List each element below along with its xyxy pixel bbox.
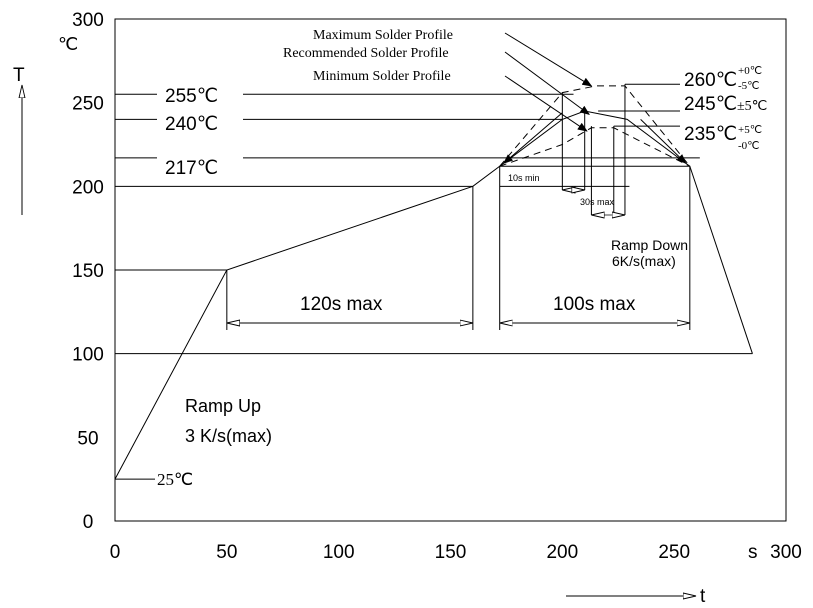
x-tick-label: 150 [435, 542, 467, 563]
x-tick-label: 200 [546, 542, 578, 563]
y-tick-label: 100 [72, 345, 104, 366]
peak-label-260: 260℃ [684, 70, 737, 91]
x-tick-label: 300 [770, 542, 802, 563]
legend-recommended: Recommended Solder Profile [283, 46, 449, 61]
peak-tol-235-bottom: -0℃ [738, 140, 760, 152]
legend-leader-min [504, 75, 588, 132]
interval-label-100s: 100s max [553, 294, 636, 315]
interval-label-30s: 30s max [580, 197, 615, 207]
convergence-arrow-right [640, 119, 687, 164]
y-tick-label: 150 [72, 261, 104, 282]
peak-label-245: 245℃ [684, 94, 737, 115]
level-label-25: 25℃ [157, 470, 193, 489]
peak-tol-245: ±5℃ [737, 99, 767, 114]
tick-labels: 0 50 100 150 200 250 300 0 50 100 150 200 250 300 [72, 10, 802, 563]
y-tick-label: 200 [72, 177, 104, 198]
level-label-240: 240℃ [165, 114, 218, 135]
profile-layer [114, 85, 753, 480]
x-tick-label: 50 [216, 542, 237, 563]
ramp-down-rate: 6K/s(max) [612, 253, 676, 269]
peak-tol-260-bottom: -5℃ [738, 80, 760, 92]
legend-leader-rec [504, 51, 590, 115]
y-axis-title: T [13, 65, 25, 86]
y-axis-unit: ℃ [58, 34, 78, 54]
guide-lines [115, 83, 753, 480]
peak-tol-260-top: +0℃ [738, 65, 762, 77]
x-tick-label: 250 [658, 542, 690, 563]
ramp-up-label: Ramp Up [185, 396, 261, 416]
ramp-down-label: Ramp Down [611, 237, 688, 253]
x-tick-label: 0 [110, 542, 121, 563]
peak-label-235: 235℃ [684, 124, 737, 145]
legend-leader-max [504, 32, 593, 87]
y-tick-label: 50 [77, 428, 98, 449]
interval-label-120s: 120s max [300, 294, 383, 315]
solder-profile-line [499, 85, 691, 167]
legend-maximum: Maximum Solder Profile [313, 28, 453, 43]
level-label-255: 255℃ [165, 86, 218, 107]
solder-profile-line [499, 127, 691, 167]
main-profile-line [114, 165, 753, 480]
x-axis-title: t [700, 586, 706, 607]
interval-label-10s: 10s min [508, 173, 540, 183]
ramp-up-rate: 3 K/s(max) [185, 426, 272, 446]
x-tick-label: 100 [323, 542, 355, 563]
y-tick-label: 250 [72, 94, 104, 115]
y-tick-label: 0 [83, 512, 94, 533]
y-tick-label: 300 [72, 10, 104, 31]
level-label-217: 217℃ [165, 158, 218, 179]
convergence-arrow-left [502, 112, 563, 164]
peak-tol-235-top: +5℃ [738, 124, 762, 136]
legend-minimum: Minimum Solder Profile [313, 69, 451, 84]
x-axis-unit: s [748, 542, 758, 563]
annotation-layer [226, 32, 691, 330]
